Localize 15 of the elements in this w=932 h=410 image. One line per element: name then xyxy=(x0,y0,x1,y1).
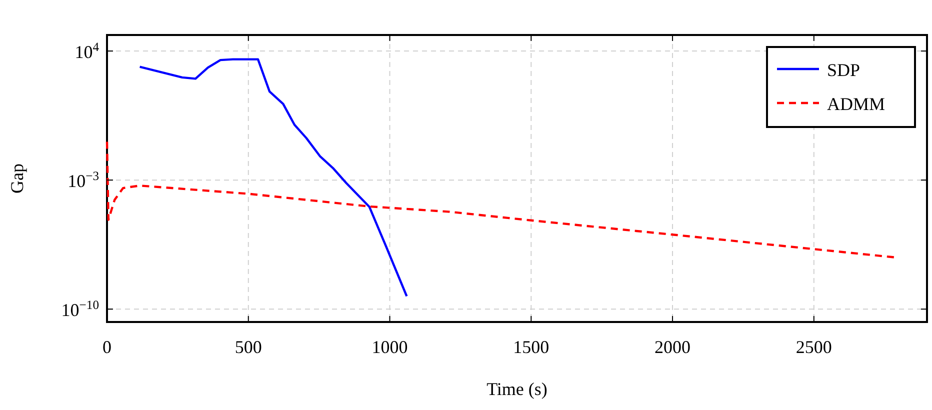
legend-label: ADMM xyxy=(827,94,886,114)
legend-label: SDP xyxy=(827,60,860,80)
line-series xyxy=(106,140,896,258)
x-axis-title: Time (s) xyxy=(486,379,548,399)
line-series xyxy=(138,58,408,298)
x-tick-label: 0 xyxy=(102,337,112,357)
x-tick-label: 500 xyxy=(234,337,262,357)
y-tick-label: 10$^{4}$ xyxy=(74,40,100,62)
y-tick-label: 10$^{−10}$ xyxy=(61,298,99,320)
x-tick-label: 2000 xyxy=(654,337,691,357)
y-tick-label: 10$^{−3}$ xyxy=(68,169,99,192)
x-tick-label: 1000 xyxy=(372,337,408,357)
y-axis-title: Gap xyxy=(7,164,27,194)
x-tick-label: 1500 xyxy=(513,337,550,357)
x-tick-label: 2500 xyxy=(796,337,832,357)
